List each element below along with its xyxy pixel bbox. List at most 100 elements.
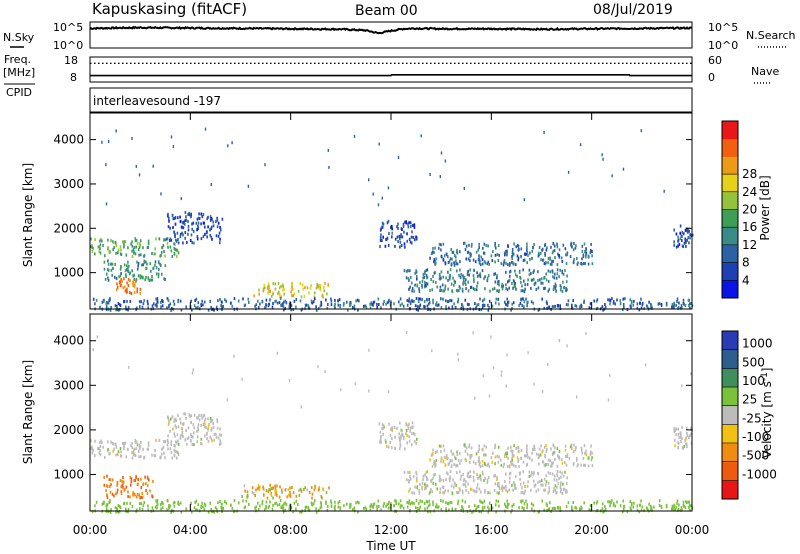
data-cell [204, 504, 207, 507]
data-cell [673, 228, 675, 232]
data-cell [161, 299, 163, 303]
power-y-axis-label: Slant Range [km] [21, 163, 35, 267]
data-cell [406, 505, 409, 509]
data-cell [168, 505, 170, 509]
data-cell [684, 239, 687, 242]
data-cell [488, 299, 491, 303]
data-cell [380, 227, 382, 231]
data-cell [372, 303, 374, 307]
data-cell [623, 305, 625, 309]
scatter-cell [377, 203, 380, 207]
data-cell [196, 235, 199, 239]
data-cell [387, 502, 390, 506]
data-cell [442, 444, 445, 448]
data-cell [213, 510, 215, 514]
nsky-label: N.Sky [3, 31, 35, 44]
data-cell [621, 308, 624, 312]
colorbar-tick-label: 12 [742, 238, 757, 252]
colorbar-tick-label: 8 [742, 256, 750, 270]
data-cell [109, 511, 112, 514]
data-cell [687, 227, 689, 231]
data-cell [281, 506, 283, 509]
data-cell [193, 241, 195, 245]
data-cell [688, 506, 690, 509]
data-cell [569, 255, 572, 258]
data-cell [182, 233, 184, 237]
data-cell [622, 505, 625, 508]
data-cell [390, 427, 392, 431]
data-cell [244, 489, 246, 493]
data-cell [539, 251, 542, 255]
data-cell [414, 271, 416, 275]
data-cell [449, 459, 452, 462]
colorbar-swatch [722, 349, 738, 369]
scatter-cell [92, 348, 94, 352]
data-cell [411, 289, 413, 293]
data-cell [587, 464, 590, 468]
data-cell [385, 302, 387, 306]
data-cell [596, 508, 599, 512]
data-cell [283, 502, 285, 506]
data-cell [333, 506, 336, 510]
data-cell [114, 262, 116, 266]
data-cell [206, 217, 208, 221]
data-cell [109, 500, 111, 504]
data-cell [604, 505, 606, 508]
data-cell [154, 260, 157, 264]
data-cell [257, 508, 260, 511]
data-cell [386, 236, 389, 240]
data-cell [123, 300, 125, 304]
data-cell [127, 305, 130, 309]
data-cell [677, 441, 679, 445]
data-cell [544, 253, 546, 257]
data-cell [424, 507, 426, 511]
data-cell [556, 268, 559, 272]
data-cell [419, 303, 422, 307]
data-cell [190, 233, 193, 237]
scatter-cell [226, 398, 228, 402]
data-cell [378, 505, 380, 508]
data-cell [278, 301, 281, 305]
data-cell [188, 213, 190, 216]
data-cell [391, 446, 393, 450]
data-cell [494, 443, 496, 447]
data-cell [549, 256, 551, 260]
data-cell [435, 459, 438, 463]
scatter-cell [96, 335, 99, 339]
data-cell [455, 464, 458, 467]
data-cell [514, 281, 516, 285]
data-cell [596, 306, 599, 310]
data-cell [214, 506, 217, 510]
data-cell [221, 300, 223, 304]
data-cell [408, 489, 410, 493]
data-cell [442, 242, 445, 246]
data-cell [133, 290, 136, 294]
data-cell [444, 284, 447, 288]
data-cell [530, 488, 532, 492]
data-cell [198, 413, 200, 417]
data-cell [559, 288, 562, 292]
data-cell [580, 505, 582, 509]
data-cell [450, 248, 452, 251]
data-cell [504, 455, 506, 459]
data-cell [136, 443, 139, 447]
data-cell [98, 447, 100, 451]
data-cell [449, 298, 451, 302]
data-cell [486, 464, 489, 467]
data-cell [591, 250, 593, 253]
data-cell [526, 444, 528, 448]
data-cell [464, 457, 467, 461]
data-cell [138, 245, 141, 249]
data-cell [127, 510, 129, 514]
data-cell [522, 470, 524, 474]
data-cell [553, 487, 555, 491]
data-cell [474, 260, 477, 264]
data-cell [233, 297, 236, 301]
data-cell [506, 490, 509, 494]
data-cell [674, 508, 677, 512]
data-cell [547, 256, 550, 260]
data-cell [526, 484, 529, 488]
data-cell [193, 413, 196, 417]
data-cell [129, 501, 132, 505]
data-cell [497, 491, 500, 495]
